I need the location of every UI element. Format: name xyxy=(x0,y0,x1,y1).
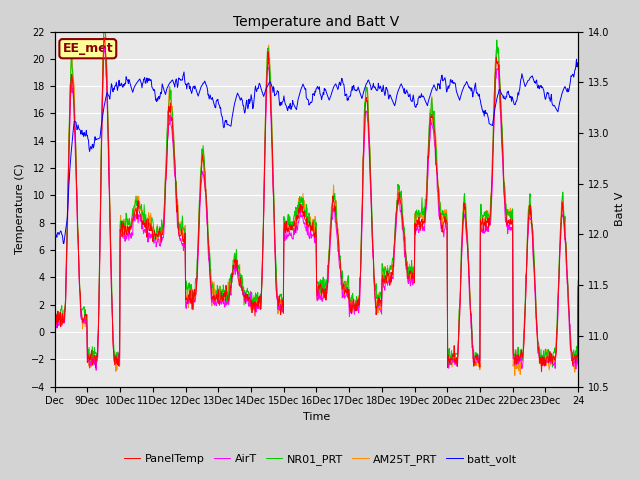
batt_volt xyxy=(60,240,67,246)
batt_volt xyxy=(360,89,367,95)
Line: NR01_PRT: NR01_PRT xyxy=(54,28,578,367)
AirT xyxy=(51,320,58,326)
AirT xyxy=(100,45,108,51)
Y-axis label: Batt V: Batt V xyxy=(615,192,625,226)
PanelTemp xyxy=(557,215,565,221)
NR01_PRT xyxy=(574,278,582,284)
batt_volt xyxy=(51,228,58,233)
X-axis label: Time: Time xyxy=(303,412,330,422)
batt_volt xyxy=(76,128,84,133)
NR01_PRT xyxy=(360,147,367,153)
AM25T_PRT xyxy=(511,372,518,378)
batt_volt xyxy=(557,96,564,101)
Text: EE_met: EE_met xyxy=(63,42,113,55)
AM25T_PRT xyxy=(100,18,108,24)
NR01_PRT xyxy=(549,351,557,357)
AM25T_PRT xyxy=(557,208,565,214)
PanelTemp xyxy=(100,35,108,41)
AirT xyxy=(92,367,100,373)
PanelTemp xyxy=(148,228,156,234)
AM25T_PRT xyxy=(51,316,58,322)
Legend: PanelTemp, AirT, NR01_PRT, AM25T_PRT, batt_volt: PanelTemp, AirT, NR01_PRT, AM25T_PRT, ba… xyxy=(119,450,521,469)
AirT xyxy=(549,361,557,367)
batt_volt xyxy=(574,64,582,70)
Y-axis label: Temperature (C): Temperature (C) xyxy=(15,164,25,254)
AM25T_PRT xyxy=(269,148,276,154)
batt_volt xyxy=(573,56,580,62)
batt_volt xyxy=(269,85,276,91)
AirT xyxy=(574,293,582,299)
PanelTemp xyxy=(549,355,557,360)
PanelTemp xyxy=(360,149,367,155)
AirT xyxy=(269,185,277,191)
Line: PanelTemp: PanelTemp xyxy=(54,38,578,372)
AM25T_PRT xyxy=(148,229,156,235)
PanelTemp xyxy=(538,369,545,374)
NR01_PRT xyxy=(269,151,276,156)
PanelTemp xyxy=(574,284,582,289)
Line: AM25T_PRT: AM25T_PRT xyxy=(54,21,578,375)
AM25T_PRT xyxy=(574,286,582,291)
NR01_PRT xyxy=(100,25,108,31)
AirT xyxy=(76,289,84,295)
NR01_PRT xyxy=(51,302,58,308)
batt_volt xyxy=(548,102,556,108)
PanelTemp xyxy=(269,146,276,152)
PanelTemp xyxy=(51,309,58,314)
NR01_PRT xyxy=(557,221,565,227)
NR01_PRT xyxy=(548,364,556,370)
batt_volt xyxy=(148,85,156,91)
AirT xyxy=(557,224,565,230)
NR01_PRT xyxy=(148,216,156,222)
PanelTemp xyxy=(76,287,84,292)
AirT xyxy=(360,145,368,151)
Line: batt_volt: batt_volt xyxy=(54,59,578,243)
AM25T_PRT xyxy=(76,288,84,293)
AM25T_PRT xyxy=(360,142,367,147)
Title: Temperature and Batt V: Temperature and Batt V xyxy=(233,15,399,29)
Line: AirT: AirT xyxy=(54,48,578,370)
AM25T_PRT xyxy=(549,356,557,362)
AirT xyxy=(149,235,157,240)
NR01_PRT xyxy=(76,286,84,292)
